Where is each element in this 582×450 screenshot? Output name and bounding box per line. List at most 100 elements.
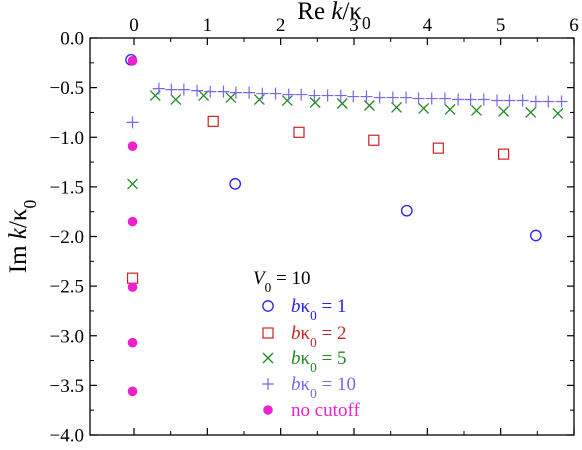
data-point [542, 95, 555, 108]
data-point [444, 104, 456, 115]
data-point [498, 148, 510, 160]
data-point [229, 86, 242, 99]
data-point [281, 95, 293, 106]
data-point [243, 86, 256, 99]
data-point [127, 56, 138, 66]
x-tick-label: 6 [569, 15, 579, 36]
legend-label: bκ0 = 5 [291, 348, 346, 375]
data-point [412, 92, 425, 105]
y-tick-label: 0.0 [60, 29, 84, 50]
legend-marker [263, 405, 273, 415]
y-tick-label: −2.0 [50, 227, 84, 248]
data-point [256, 87, 269, 100]
data-point [391, 102, 402, 113]
y-tick-label: −3.0 [50, 326, 84, 347]
data-point [464, 93, 477, 106]
x-tick-label: 3 [349, 15, 359, 36]
legend-label: no cutoff [291, 400, 360, 421]
data-point [360, 90, 373, 103]
x-tick-label: 1 [203, 15, 213, 36]
data-point [529, 95, 542, 108]
y-tick-label: −1.0 [50, 128, 84, 149]
data-point [425, 92, 438, 105]
data-point [126, 272, 139, 284]
data-point [127, 141, 138, 151]
data-marks [125, 53, 568, 397]
data-point [170, 94, 182, 105]
legend-label: bκ0 = 1 [291, 296, 346, 323]
data-point [295, 88, 308, 101]
data-point [309, 97, 321, 108]
data-point [127, 386, 138, 397]
data-point [165, 83, 178, 96]
legend-entry: no cutoff [263, 400, 360, 421]
legend-title: V0 = 10 [253, 268, 310, 295]
y-tick-label: −3.5 [50, 376, 84, 397]
data-point [400, 91, 413, 104]
series-5 [127, 56, 138, 397]
data-point [204, 85, 217, 98]
data-point [432, 142, 444, 154]
series-1 [125, 53, 542, 242]
data-point [336, 98, 348, 109]
data-point [127, 216, 138, 227]
y-tick-label: −0.5 [50, 78, 84, 99]
data-point [471, 104, 482, 116]
series-2 [126, 115, 510, 284]
data-point [198, 90, 210, 102]
data-point [452, 93, 465, 106]
data-point [530, 229, 542, 242]
data-point [552, 107, 564, 119]
data-point [126, 116, 139, 129]
data-point [321, 89, 334, 102]
data-point [386, 91, 399, 104]
data-point [127, 282, 138, 292]
x-tick-label: 5 [496, 15, 506, 36]
data-point [503, 94, 516, 107]
data-point [498, 105, 510, 117]
data-point [308, 89, 321, 102]
x-tick-label: 2 [276, 15, 286, 36]
y-tick-label: −4.0 [50, 426, 84, 447]
legend-entry: bκ0 = 10 [262, 374, 356, 401]
data-point [525, 106, 537, 118]
x-axis-title: Re k/κ0 [297, 0, 371, 33]
legend-label: bκ0 = 2 [291, 323, 346, 350]
data-point [282, 88, 295, 101]
legend-entry: bκ0 = 2 [262, 323, 346, 350]
axes: 0 1 2 3 4 5 6 0.0 −0.5 −1.0 −1.5 −2.0 −2.5 −3.0 −3.5 −4… [5, 0, 579, 447]
data-point [177, 83, 190, 96]
data-point [127, 337, 138, 348]
data-point [152, 82, 165, 95]
data-point [373, 91, 386, 104]
legend-marker [262, 378, 274, 390]
y-tick-label: −2.5 [50, 277, 84, 298]
x-tick-label: 4 [423, 15, 433, 36]
y-axis-title: Im k/κ0 [5, 200, 40, 274]
data-point [516, 94, 529, 107]
legend-entry: bκ0 = 1 [262, 296, 346, 323]
data-point [477, 93, 490, 106]
series-3 [127, 90, 564, 190]
data-point [191, 84, 204, 97]
x-tick-label: 0 [129, 15, 139, 36]
data-point [207, 115, 219, 127]
data-point [229, 178, 242, 190]
data-point [217, 85, 230, 98]
legend-marker [262, 352, 274, 364]
data-point [368, 134, 380, 146]
data-point [418, 103, 430, 114]
data-point [491, 94, 503, 107]
data-point [293, 126, 305, 138]
legend-marker [262, 300, 274, 312]
y-tick-label: −1.5 [50, 177, 84, 198]
data-point [269, 87, 282, 100]
data-point [127, 178, 138, 190]
legend-label: bκ0 = 10 [291, 374, 356, 401]
data-point [438, 92, 451, 105]
data-point [400, 204, 413, 217]
data-point [334, 89, 347, 102]
data-point [347, 90, 360, 103]
